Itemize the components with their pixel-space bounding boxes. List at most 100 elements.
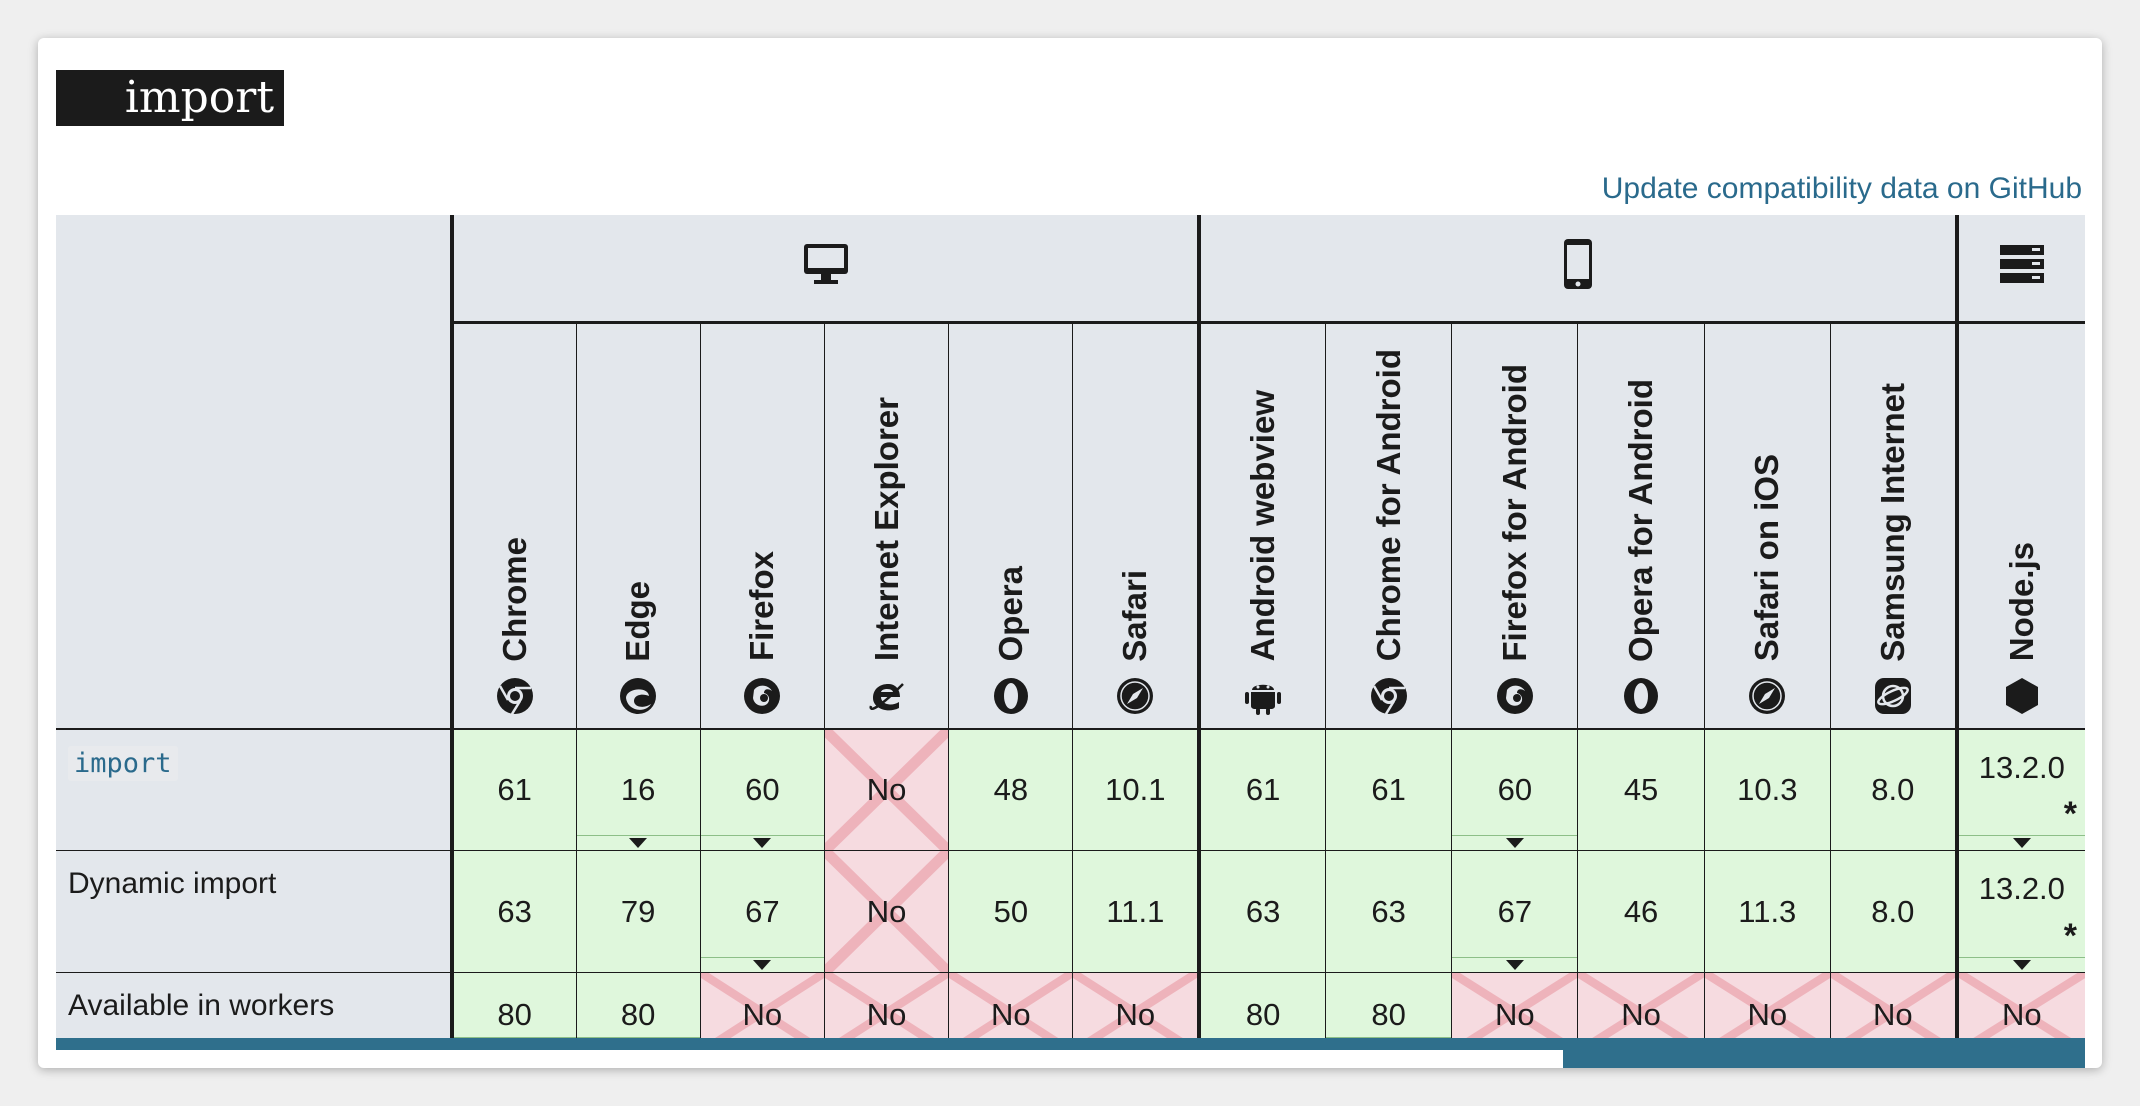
browser-label: Chrome — [495, 536, 533, 662]
support-cell: 10.1 — [1072, 728, 1200, 851]
browser-label: Opera for Android — [1622, 378, 1660, 662]
expand-notes-toggle[interactable] — [1958, 835, 2085, 850]
bottom-bar — [56, 1038, 2085, 1068]
opera-icon — [1624, 677, 1659, 714]
support-version: No — [1495, 997, 1535, 1032]
support-cell[interactable]: 60 — [1451, 728, 1578, 851]
support-cell: 61 — [1324, 728, 1452, 851]
expand-notes-toggle[interactable] — [700, 957, 824, 972]
browser-header: Internet Explorer — [823, 322, 949, 730]
support-version: 60 — [745, 771, 780, 807]
expand-notes-toggle[interactable] — [1452, 835, 1578, 850]
support-version: 10.1 — [1105, 771, 1166, 807]
feature-label: Dynamic import — [68, 867, 277, 900]
group-server — [1954, 215, 2085, 324]
browser-header: Firefox for Android — [1451, 322, 1578, 730]
server-icon — [1999, 244, 2044, 283]
support-version: No — [2002, 997, 2042, 1032]
expand-notes-toggle[interactable] — [576, 835, 700, 850]
support-version: 80 — [1245, 997, 1281, 1032]
support-cell: 79 — [575, 850, 701, 973]
chrome-icon — [1370, 677, 1407, 715]
support-version: 80 — [1371, 997, 1406, 1032]
support-version: 45 — [1623, 771, 1659, 807]
browser-header: Safari on iOS — [1703, 322, 1831, 730]
browser-label: Edge — [619, 580, 657, 662]
support-version: 63 — [1245, 893, 1281, 929]
support-cell: 8.0 — [1829, 728, 1957, 851]
support-version: No — [742, 997, 783, 1032]
caret-down-icon — [629, 838, 648, 848]
browser-label: Chrome for Android — [1369, 349, 1407, 662]
expand-notes-toggle[interactable] — [700, 835, 824, 850]
support-version: No — [866, 771, 907, 807]
support-version: 10.3 — [1737, 771, 1798, 807]
support-version: No — [866, 893, 907, 929]
browser-label: Firefox — [743, 551, 781, 662]
support-cell: 61 — [449, 728, 576, 851]
unsupported-cross — [824, 729, 949, 850]
browser-label: Samsung Internet — [1873, 382, 1911, 662]
mobile-icon — [1563, 238, 1592, 289]
support-cell[interactable]: 60 — [699, 728, 825, 851]
expand-notes-toggle[interactable] — [1452, 957, 1578, 972]
support-cell[interactable]: 16 — [575, 728, 701, 851]
unsupported-cross — [824, 851, 949, 972]
browser-header: Chrome — [449, 322, 576, 730]
support-cell: 61 — [1197, 728, 1326, 851]
browser-header: Opera for Android — [1577, 322, 1705, 730]
support-version: 60 — [1497, 771, 1533, 807]
support-cell: 63 — [1197, 850, 1326, 973]
browser-header: Samsung Internet — [1829, 322, 1957, 730]
compat-card: import Update compatibility data on GitH… — [38, 38, 2102, 1068]
support-cell: 8.0 — [1829, 850, 1957, 973]
support-version: 8.0 — [1871, 893, 1915, 929]
support-version: 13.2.0 — [1978, 871, 2065, 906]
table-corner — [56, 215, 452, 730]
browser-header: Android webview — [1197, 322, 1326, 730]
expand-notes-toggle[interactable] — [1958, 957, 2085, 972]
support-version: No — [991, 997, 1031, 1032]
github-link[interactable]: Update compatibility data on GitHub — [1601, 172, 2082, 205]
caret-down-icon — [1505, 838, 1524, 848]
support-version: 67 — [1497, 893, 1533, 929]
support-cell: 48 — [948, 728, 1073, 851]
table-row: Dynamic import 63 79 67 No 50 11.1 63 63 67 46 11.3… — [56, 850, 2085, 973]
caret-down-icon — [753, 960, 772, 970]
group-desktop — [449, 215, 1200, 324]
support-cell: 63 — [1324, 850, 1452, 973]
support-cell: No — [823, 728, 949, 851]
chrome-icon — [496, 677, 533, 715]
browser-label: Firefox for Android — [1495, 363, 1533, 662]
browser-label: Safari on iOS — [1748, 454, 1786, 662]
support-cell: 63 — [449, 850, 576, 973]
support-cell[interactable]: 67 — [1451, 850, 1578, 973]
support-version: 61 — [1371, 771, 1406, 807]
safari-icon — [1749, 677, 1786, 714]
support-version: No — [1115, 997, 1156, 1032]
compat-table: Chrome Edge Firefox Internet Explorer Opera S… — [56, 215, 2085, 1053]
caret-down-icon — [2012, 838, 2031, 848]
feature-label[interactable]: import — [68, 745, 178, 781]
support-cell[interactable]: 13.2.0 * — [1954, 850, 2085, 973]
samsung-internet-icon — [1874, 677, 1911, 714]
feature-name: import — [56, 728, 452, 851]
support-version: 80 — [620, 997, 656, 1032]
support-version: 80 — [497, 997, 532, 1032]
edge-icon — [620, 677, 657, 714]
support-version: 63 — [497, 893, 532, 929]
support-version: No — [1747, 997, 1788, 1032]
footnote-star: * — [2063, 795, 2077, 833]
browser-header: Opera — [948, 322, 1073, 730]
support-version: 13.2.0 — [1978, 749, 2065, 785]
support-cell[interactable]: 67 — [699, 850, 825, 973]
table-row: import 61 16 60 No 48 10.1 61 61 60 45 10.3 8.0 13.2.… — [56, 728, 2085, 851]
support-version: 67 — [745, 893, 780, 929]
support-version: 61 — [1245, 771, 1281, 807]
browser-label: Android webview — [1244, 390, 1282, 662]
footnote-star: * — [2063, 917, 2077, 955]
support-version: 11.1 — [1106, 893, 1165, 929]
support-version: 48 — [993, 771, 1029, 807]
feature-name: Dynamic import — [56, 850, 452, 973]
support-cell[interactable]: 13.2.0 * — [1954, 728, 2085, 851]
